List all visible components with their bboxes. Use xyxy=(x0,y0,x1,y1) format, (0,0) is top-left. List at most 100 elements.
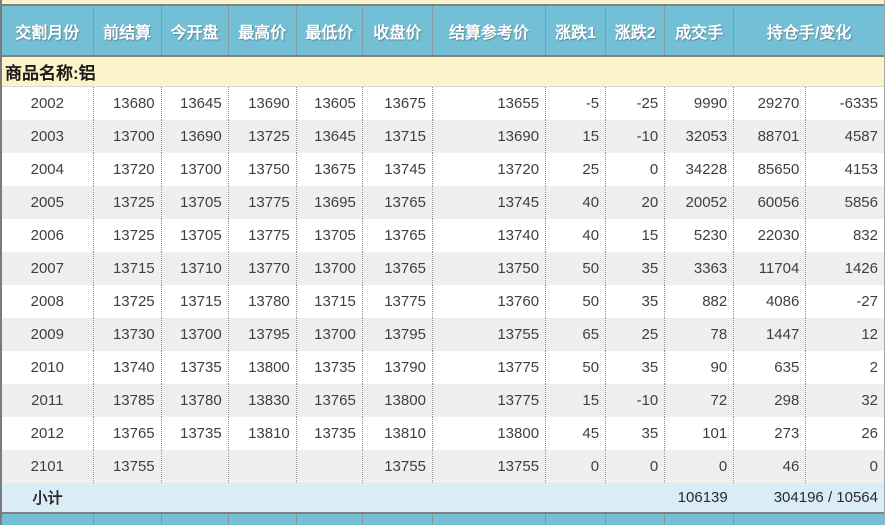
cell-low: 13735 xyxy=(296,351,363,384)
cell-settlement-ref: 13655 xyxy=(432,86,547,120)
cell-open: 13735 xyxy=(161,417,229,450)
cell-oi-change: 5856 xyxy=(805,186,884,219)
cell-change2: 35 xyxy=(605,417,666,450)
cell-open-interest: 273 xyxy=(733,417,807,450)
cell-close: 13775 xyxy=(362,285,433,318)
cell-low: 13700 xyxy=(296,318,363,351)
commodity-label: 商品名称:铝 xyxy=(2,56,884,87)
table-row: 2010 13740 13735 13800 13735 13790 13775… xyxy=(2,351,884,384)
subtotal-spacer xyxy=(93,483,665,514)
cell-high: 13725 xyxy=(228,120,297,153)
cell-open: 13780 xyxy=(161,384,229,417)
cell-open-interest: 1447 xyxy=(733,318,807,351)
cell-settlement-ref: 13800 xyxy=(432,417,547,450)
table-row: 2007 13715 13710 13770 13700 13765 13750… xyxy=(2,252,884,285)
cell-oi-change: 4587 xyxy=(805,120,884,153)
top-yellow-strip xyxy=(2,0,884,4)
cell-open-interest: 85650 xyxy=(733,153,807,186)
cell-prev-settlement: 13765 xyxy=(93,417,162,450)
cell-open-interest: 635 xyxy=(733,351,807,384)
subtotal-label: 小计 xyxy=(2,483,94,514)
cell-open-interest: 29270 xyxy=(733,86,807,120)
cell-volume: 72 xyxy=(664,384,735,417)
cell-open-interest: 22030 xyxy=(733,219,807,252)
cell-delivery-month: 2002 xyxy=(2,86,94,120)
next-table-header-row xyxy=(2,513,884,525)
header-close: 收盘价 xyxy=(362,5,433,57)
cell-high: 13800 xyxy=(228,351,297,384)
cell-prev-settlement: 13740 xyxy=(93,351,162,384)
cell-prev-settlement: 13715 xyxy=(93,252,162,285)
table-row: 2011 13785 13780 13830 13765 13800 13775… xyxy=(2,384,884,417)
table-row: 2005 13725 13705 13775 13695 13765 13745… xyxy=(2,186,884,219)
header-change1: 涨跌1 xyxy=(545,5,607,57)
cell-prev-settlement: 13725 xyxy=(93,219,162,252)
cell-oi-change: 2 xyxy=(805,351,884,384)
cell-high: 13690 xyxy=(228,86,297,120)
cell-oi-change: -6335 xyxy=(805,86,884,120)
commodity-row: 商品名称:铝 xyxy=(2,56,884,87)
cell-settlement-ref: 13755 xyxy=(432,450,547,483)
header-prev-settlement: 前结算 xyxy=(93,5,162,57)
header-volume: 成交手 xyxy=(664,5,735,57)
cell-prev-settlement: 13700 xyxy=(93,120,162,153)
table-row: 2002 13680 13645 13690 13605 13675 13655… xyxy=(2,86,884,120)
header-open: 今开盘 xyxy=(161,5,229,57)
cell-prev-settlement: 13725 xyxy=(93,186,162,219)
cell-open-interest: 60056 xyxy=(733,186,807,219)
cell-settlement-ref: 13760 xyxy=(432,285,547,318)
cell-delivery-month: 2009 xyxy=(2,318,94,351)
cell-prev-settlement: 13725 xyxy=(93,285,162,318)
cell-open: 13735 xyxy=(161,351,229,384)
cell-low: 13705 xyxy=(296,219,363,252)
cell-open: 13700 xyxy=(161,318,229,351)
cell-low: 13605 xyxy=(296,86,363,120)
cell-delivery-month: 2012 xyxy=(2,417,94,450)
cell-volume: 882 xyxy=(664,285,735,318)
table-header-row: 交割月份 前结算 今开盘 最高价 最低价 收盘价 结算参考价 涨跌1 涨跌2 成… xyxy=(2,5,884,57)
cell-open-interest: 88701 xyxy=(733,120,807,153)
cell-change1: 15 xyxy=(545,120,607,153)
cell-low: 13695 xyxy=(296,186,363,219)
cell-change2: 35 xyxy=(605,285,666,318)
cell-change2: 35 xyxy=(605,252,666,285)
cell-settlement-ref: 13740 xyxy=(432,219,547,252)
cell-high: 13810 xyxy=(228,417,297,450)
cell-delivery-month: 2003 xyxy=(2,120,94,153)
cell-close: 13755 xyxy=(362,450,433,483)
cell-change2: 0 xyxy=(605,153,666,186)
cell-change1: 40 xyxy=(545,186,607,219)
cell-close: 13675 xyxy=(362,86,433,120)
cell-open-interest: 4086 xyxy=(733,285,807,318)
cell-change2: -10 xyxy=(605,384,666,417)
cell-change1: 15 xyxy=(545,384,607,417)
cell-close: 13745 xyxy=(362,153,433,186)
cell-high: 13770 xyxy=(228,252,297,285)
cell-volume: 32053 xyxy=(664,120,735,153)
cell-change1: 40 xyxy=(545,219,607,252)
cell-oi-change: 832 xyxy=(805,219,884,252)
cell-oi-change: -27 xyxy=(805,285,884,318)
table-row: 2008 13725 13715 13780 13715 13775 13760… xyxy=(2,285,884,318)
cell-low: 13735 xyxy=(296,417,363,450)
cell-low: 13700 xyxy=(296,252,363,285)
cell-open: 13705 xyxy=(161,219,229,252)
cell-low: 13715 xyxy=(296,285,363,318)
cell-settlement-ref: 13750 xyxy=(432,252,547,285)
cell-change2: 25 xyxy=(605,318,666,351)
cell-low: 13765 xyxy=(296,384,363,417)
cell-open: 13645 xyxy=(161,86,229,120)
cell-volume: 78 xyxy=(664,318,735,351)
cell-close: 13765 xyxy=(362,219,433,252)
cell-delivery-month: 2004 xyxy=(2,153,94,186)
cell-change2: 15 xyxy=(605,219,666,252)
cell-low: 13645 xyxy=(296,120,363,153)
cell-open: 13715 xyxy=(161,285,229,318)
cell-close: 13795 xyxy=(362,318,433,351)
cell-volume: 20052 xyxy=(664,186,735,219)
cell-change1: 45 xyxy=(545,417,607,450)
header-settlement-ref: 结算参考价 xyxy=(432,5,547,57)
cell-close: 13810 xyxy=(362,417,433,450)
subtotal-row: 小计 106139 304196 / 10564 xyxy=(2,483,884,514)
